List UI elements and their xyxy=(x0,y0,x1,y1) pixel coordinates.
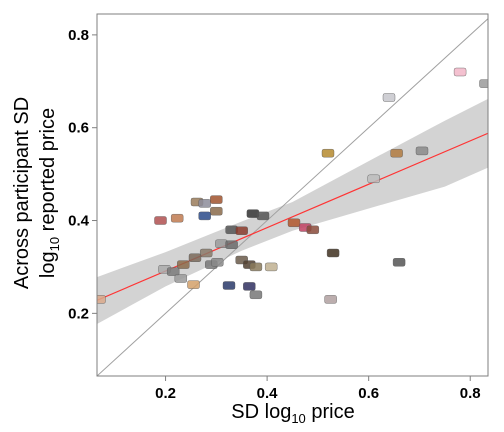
data-point xyxy=(188,253,202,262)
identity-line xyxy=(97,17,488,376)
data-point xyxy=(235,226,248,235)
data-point xyxy=(321,148,335,158)
data-point xyxy=(367,174,380,184)
x-axis-title-tail: price xyxy=(306,401,355,423)
x-tick-label: 0.6 xyxy=(358,385,379,402)
x-tick-label: 0.2 xyxy=(155,385,176,402)
y-axis-title-line2-pre: log xyxy=(37,251,59,278)
data-point xyxy=(479,79,488,88)
data-point xyxy=(390,148,403,158)
data-point xyxy=(198,199,211,208)
data-point xyxy=(177,260,190,269)
data-point xyxy=(174,274,188,283)
data-point xyxy=(326,248,340,258)
confidence-band xyxy=(97,98,488,325)
y-tick-label: 0.6 xyxy=(68,120,89,137)
x-axis-title: SD log10 price xyxy=(231,401,354,426)
data-point xyxy=(187,280,200,289)
data-point xyxy=(453,67,467,77)
data-point xyxy=(154,216,167,225)
data-point xyxy=(256,211,270,221)
y-axis-title-line1: Across participant SD xyxy=(11,97,33,289)
y-tick-label: 0.4 xyxy=(68,213,90,230)
data-point xyxy=(166,267,180,276)
axes: 0.2 0.4 0.6 0.8 0.2 0.4 0.6 0.8 xyxy=(68,13,489,402)
data-point xyxy=(382,93,396,102)
x-axis-title-main: SD log xyxy=(231,401,291,423)
x-tick-label: 0.4 xyxy=(257,385,279,402)
data-point xyxy=(287,218,301,228)
data-point xyxy=(222,281,236,290)
y-axis-title-line2: log10 reported price xyxy=(37,108,62,278)
plot-area xyxy=(97,17,488,376)
data-point xyxy=(97,295,106,304)
data-point xyxy=(249,262,263,272)
data-point xyxy=(249,290,263,299)
y-axis-title-line2-subscript: 10 xyxy=(47,237,62,251)
data-point xyxy=(198,211,211,221)
data-point xyxy=(199,248,213,258)
data-point xyxy=(225,240,238,249)
data-point xyxy=(265,262,278,272)
data-point xyxy=(306,225,319,235)
data-point xyxy=(210,206,223,216)
y-tick-label: 0.8 xyxy=(68,27,89,44)
data-point xyxy=(211,258,224,267)
data-point xyxy=(210,195,223,204)
data-point xyxy=(243,282,256,291)
data-point xyxy=(324,295,337,304)
y-axis-title-line2-post: reported price xyxy=(37,108,59,237)
data-point xyxy=(392,258,406,267)
y-tick-label: 0.2 xyxy=(68,305,89,322)
plot-content xyxy=(97,17,488,376)
x-axis-title-subscript: 10 xyxy=(291,411,305,426)
data-point xyxy=(415,146,429,156)
plot-border xyxy=(96,13,489,377)
x-tick-label: 0.8 xyxy=(460,385,481,402)
data-point xyxy=(170,213,184,223)
